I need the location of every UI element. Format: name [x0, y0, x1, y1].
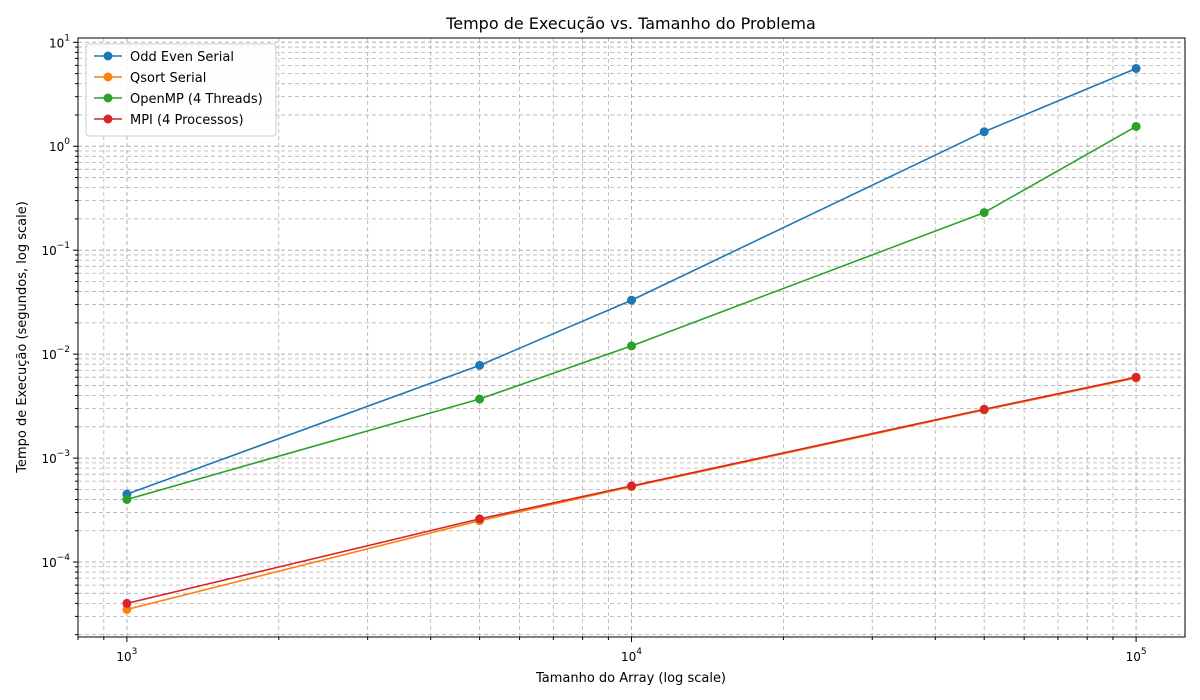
- data-point: [122, 598, 132, 608]
- legend-item: OpenMP (4 Threads): [94, 92, 263, 107]
- y-tick-label: 10−3: [41, 449, 70, 466]
- data-point: [122, 494, 132, 504]
- data-point: [475, 360, 485, 370]
- legend-marker: [103, 72, 113, 82]
- legend-label: Odd Even Serial: [130, 50, 234, 65]
- legend-label: OpenMP (4 Threads): [130, 92, 263, 107]
- y-tick-label: 10−4: [41, 553, 70, 570]
- legend-item: Odd Even Serial: [94, 50, 234, 65]
- series-2: [122, 121, 1141, 504]
- legend: Odd Even Serial Qsort Serial OpenMP (4 Thr…: [85, 43, 277, 137]
- data-point: [1131, 63, 1141, 73]
- y-tick-label: 100: [49, 137, 70, 154]
- chart-title: Tempo de Execução vs. Tamanho do Problem…: [445, 14, 816, 33]
- ticks: 103 104 105 10−4 10−3 10−2 10−1 100 101: [41, 33, 1146, 664]
- data-point: [475, 394, 485, 404]
- x-tick-label: 103: [116, 647, 137, 664]
- data-point: [627, 295, 636, 305]
- legend-item: Qsort Serial: [94, 71, 206, 86]
- series-layer: [122, 63, 1141, 614]
- y-tick-label: 10−2: [41, 345, 70, 362]
- y-tick-label: 101: [49, 33, 70, 50]
- data-point: [475, 514, 485, 524]
- legend-marker: [103, 51, 113, 61]
- data-point: [979, 127, 989, 137]
- legend-label: MPI (4 Processos): [130, 113, 244, 128]
- legend-marker: [103, 93, 113, 103]
- y-axis-label: Tempo de Execução (segundos, log scale): [15, 201, 30, 474]
- legend-marker: [103, 114, 113, 124]
- series-0: [122, 63, 1141, 499]
- x-tick-label: 105: [1126, 647, 1147, 664]
- data-point: [627, 341, 636, 351]
- series-3: [122, 372, 1141, 608]
- data-point: [979, 208, 989, 218]
- legend-box: [85, 43, 277, 137]
- x-tick-label: 104: [621, 647, 642, 664]
- y-tick-label: 10−1: [41, 241, 70, 258]
- x-axis-label: Tamanho do Array (log scale): [535, 671, 726, 686]
- legend-item: MPI (4 Processos): [94, 113, 244, 128]
- data-point: [1131, 121, 1141, 131]
- data-point: [1131, 372, 1141, 382]
- legend-label: Qsort Serial: [130, 71, 206, 86]
- data-point: [979, 404, 989, 414]
- data-point: [627, 481, 636, 491]
